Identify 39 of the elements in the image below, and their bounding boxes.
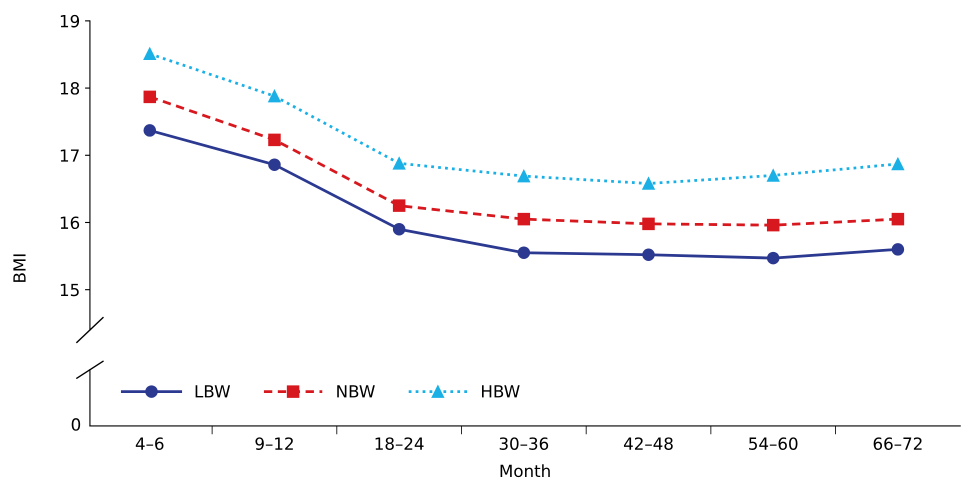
x-tick-label: 54–60	[749, 437, 798, 450]
x-tick-label: 66–72	[874, 437, 922, 450]
y-tick-label: 16	[60, 216, 80, 230]
text: 0	[72, 418, 80, 431]
point	[642, 218, 655, 230]
y-tick-label: 19	[60, 14, 80, 28]
point	[766, 252, 780, 264]
point	[518, 246, 530, 259]
legend-label: LBW	[196, 385, 230, 398]
x-tick-label: 30–36	[500, 437, 548, 450]
point	[892, 243, 904, 256]
point	[392, 222, 406, 236]
point	[642, 248, 655, 261]
point	[892, 212, 904, 226]
point	[144, 90, 156, 104]
x-axis-title: Month	[500, 464, 550, 478]
y-tick-label: 18	[60, 82, 80, 95]
point	[144, 48, 156, 60]
point	[144, 124, 156, 137]
x-tick-label: 9–12	[255, 437, 293, 450]
legend-label: HBW	[482, 385, 520, 398]
point	[268, 90, 281, 102]
y-axis-title: BMI	[13, 254, 26, 282]
x-tick-label: 42–48	[624, 437, 673, 450]
point	[892, 158, 904, 170]
point	[766, 169, 780, 182]
point	[268, 158, 281, 171]
legend-label: NBW	[337, 385, 375, 398]
point	[766, 218, 780, 232]
point	[392, 157, 406, 170]
y-tick-label: 17	[60, 149, 79, 162]
point	[518, 212, 530, 226]
x-tick-label: 4–6	[136, 437, 164, 450]
point	[518, 170, 530, 182]
y-tick-label: 15	[60, 284, 79, 296]
point	[392, 199, 406, 212]
x-tick-label: 18–24	[376, 437, 424, 450]
point	[642, 177, 655, 190]
point	[268, 134, 281, 146]
